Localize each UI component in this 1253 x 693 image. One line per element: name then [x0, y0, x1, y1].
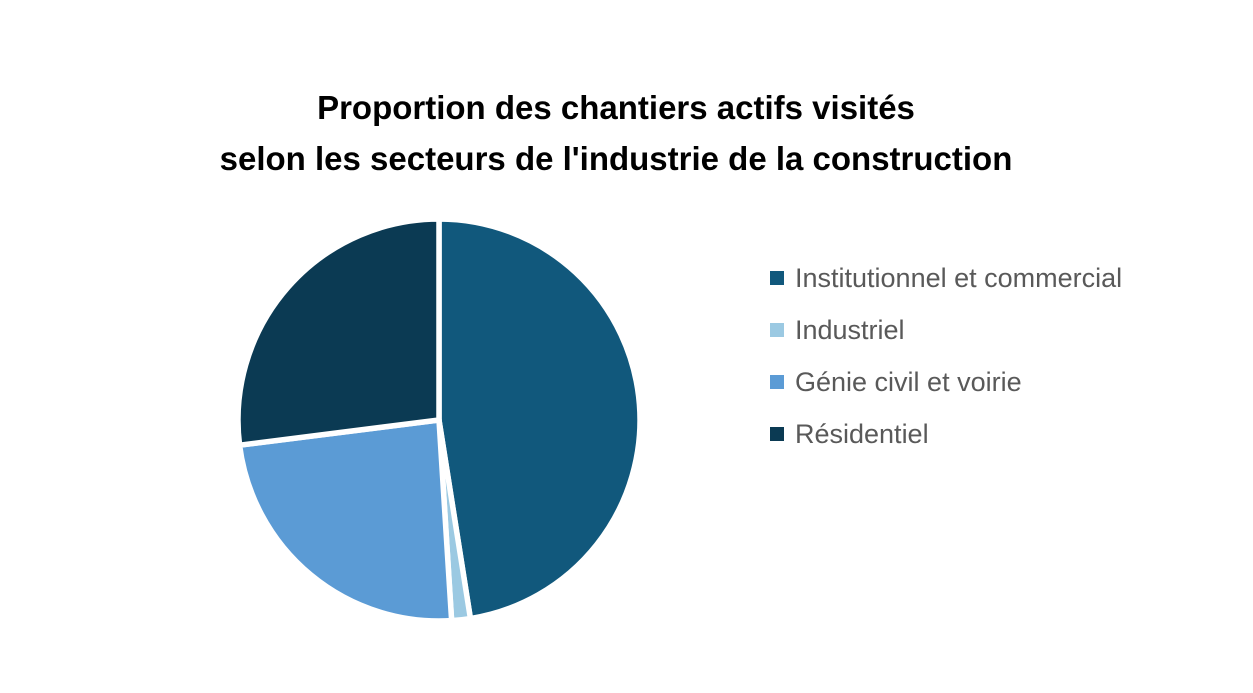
legend-swatch-icon	[770, 323, 784, 337]
pie-slice-4	[235, 216, 442, 448]
pie-slice-1	[436, 216, 643, 622]
legend-swatch-icon	[770, 427, 784, 441]
legend-item: Génie civil et voirie	[770, 366, 1122, 398]
pie-slice-3	[236, 417, 455, 624]
chart-title-line2: selon les secteurs de l'industrie de la …	[219, 140, 1013, 177]
legend: Institutionnel et commercial Industriel Gé…	[770, 262, 1122, 470]
legend-label: Génie civil et voirie	[795, 367, 1022, 397]
legend-label: Résidentiel	[795, 419, 929, 449]
legend-item: Résidentiel	[770, 418, 1122, 450]
legend-label: Institutionnel et commercial	[795, 263, 1123, 293]
legend-swatch-icon	[770, 271, 784, 285]
legend-item: Industriel	[770, 314, 1122, 346]
legend-swatch-icon	[770, 375, 784, 389]
pie-chart	[235, 216, 643, 624]
legend-label: Industriel	[795, 315, 905, 345]
chart-title-line1: Proportion des chantiers actifs visités	[317, 89, 915, 126]
chart-title: Proportion des chantiers actifs visités …	[0, 82, 1232, 184]
legend-item: Institutionnel et commercial	[770, 262, 1122, 294]
